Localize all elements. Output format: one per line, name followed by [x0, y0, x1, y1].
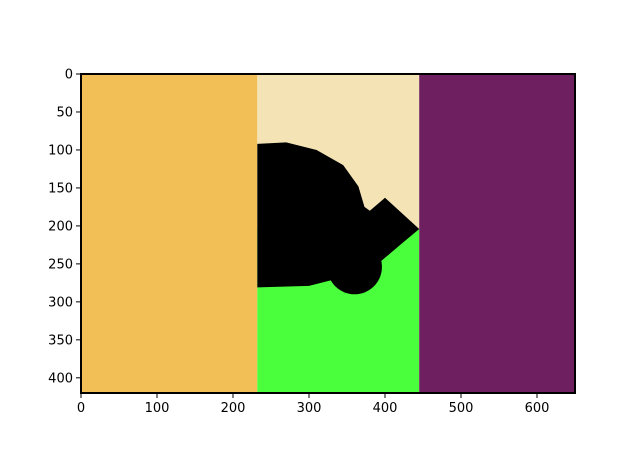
x-tick-label: 200: [221, 401, 246, 416]
x-tick-label: 0: [77, 401, 85, 416]
y-tick-label: 200: [48, 219, 73, 234]
y-tick-label: 400: [48, 371, 73, 386]
x-tick-label: 100: [145, 401, 170, 416]
x-tick-label: 600: [525, 401, 550, 416]
color-region-3: [419, 74, 575, 393]
y-tick-label: 100: [48, 143, 73, 158]
y-tick-label: 350: [48, 333, 73, 348]
color-region-0: [81, 74, 258, 393]
x-tick-label: 300: [297, 401, 322, 416]
silhouette-circle: [327, 239, 382, 295]
y-axis: 0 50 100 150 200 250 300 350 400: [48, 68, 81, 386]
x-axis: 0 100 200 300 400 500 600: [77, 393, 550, 416]
silhouette-body: [257, 142, 420, 291]
x-tick-label: 400: [373, 401, 398, 416]
y-tick-label: 150: [48, 181, 73, 196]
y-tick-label: 250: [48, 257, 73, 272]
image-plot: [81, 74, 575, 393]
y-tick-label: 50: [56, 105, 73, 120]
y-tick-label: 300: [48, 295, 73, 310]
y-tick-label: 0: [65, 68, 73, 83]
axes-frame: [80, 73, 576, 394]
x-tick-label: 500: [449, 401, 474, 416]
